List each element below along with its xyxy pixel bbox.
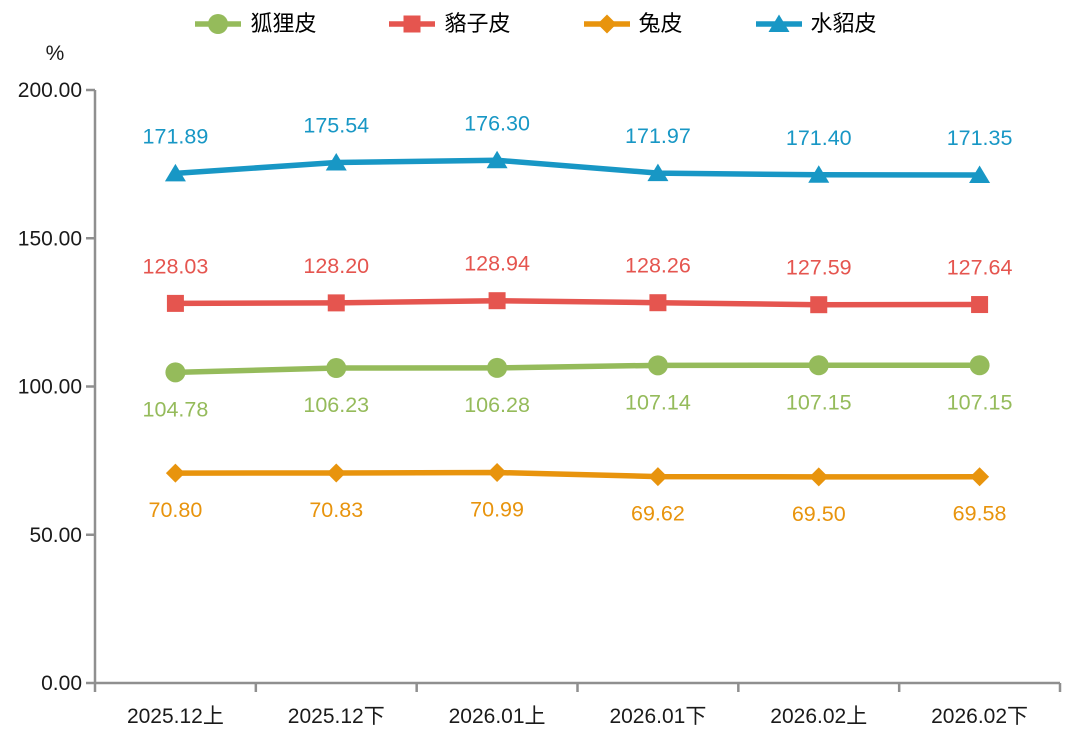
- data-label: 107.15: [786, 390, 852, 414]
- data-label: 175.54: [303, 114, 369, 138]
- data-point-marker: [165, 362, 186, 383]
- data-point-marker: [808, 165, 830, 183]
- data-point-marker: [810, 296, 828, 314]
- series-1: 128.03 128.20 128.94 128.26 127.59 127.64: [143, 252, 1013, 314]
- data-label: 70.83: [309, 498, 363, 522]
- legend-marker-shape: [208, 14, 229, 34]
- data-point-marker: [487, 357, 508, 378]
- data-point-marker: [326, 358, 347, 379]
- data-label: 70.80: [149, 498, 203, 522]
- legend-item-2[interactable]: 兔皮: [583, 12, 683, 36]
- legend-label: 狐狸皮: [250, 11, 317, 36]
- legend-marker-shape: [597, 14, 616, 34]
- data-label: 171.35: [947, 126, 1013, 150]
- y-tick-label: 0.00: [41, 672, 82, 695]
- y-tick-label: 150.00: [18, 227, 82, 250]
- data-point-marker: [648, 467, 668, 487]
- data-label: 106.23: [303, 393, 369, 417]
- legend-label: 兔皮: [638, 11, 683, 36]
- data-label: 69.62: [631, 502, 685, 526]
- data-label: 127.59: [786, 256, 852, 280]
- data-point-marker: [164, 163, 186, 182]
- triangle-legend-marker-icon: [755, 14, 802, 32]
- legend-marker-shape: [403, 15, 421, 33]
- chart-legend: 狐狸皮 貉子皮 兔皮 水貂皮: [0, 12, 1071, 36]
- data-point-marker: [649, 294, 667, 312]
- x-axis-label: 2026.02上: [770, 705, 867, 728]
- data-label: 171.89: [143, 124, 209, 148]
- data-point-marker: [488, 292, 506, 310]
- series-line-1: [175, 297, 980, 308]
- data-label: 128.03: [143, 254, 209, 278]
- series-line-2: [175, 469, 980, 480]
- x-axis-label: 2025.12下: [288, 705, 385, 728]
- circle-legend-marker-icon: [195, 14, 242, 34]
- data-label: 176.30: [464, 111, 530, 135]
- data-label: 171.97: [625, 124, 691, 148]
- data-label: 127.64: [947, 256, 1013, 280]
- series-line-0: [175, 362, 980, 376]
- series-2: 70.80 70.83 70.99 69.62 69.50 69.58: [149, 463, 1007, 526]
- data-label: 107.14: [625, 390, 691, 414]
- y-axis-unit-label: %: [46, 42, 65, 65]
- data-label: 171.40: [786, 126, 852, 150]
- data-point-marker: [969, 355, 990, 376]
- data-point-marker: [327, 294, 345, 312]
- data-label: 106.28: [464, 393, 530, 417]
- x-axis-label: 2026.02下: [931, 705, 1028, 728]
- y-tick-label: 200.00: [18, 79, 82, 102]
- data-point-marker: [486, 150, 508, 169]
- y-tick-label: 50.00: [29, 524, 82, 547]
- data-label: 128.20: [303, 254, 369, 278]
- data-point-marker: [325, 153, 347, 171]
- x-axis-label: 2025.12上: [127, 705, 224, 728]
- y-tick-label: 100.00: [18, 376, 82, 399]
- data-point-marker: [647, 163, 669, 182]
- data-point-marker: [326, 463, 346, 483]
- data-point-marker: [970, 467, 990, 487]
- data-label: 70.99: [470, 498, 524, 522]
- series-0: 104.78 106.23 106.28 107.14 107.15 107.15: [143, 355, 1013, 421]
- x-axis-label: 2026.01下: [609, 705, 706, 728]
- data-point-marker: [808, 355, 829, 376]
- legend-item-3[interactable]: 水貂皮: [755, 12, 877, 36]
- data-point-marker: [971, 296, 989, 314]
- series-line-3: [175, 157, 980, 178]
- data-label: 104.78: [143, 397, 209, 421]
- data-label: 107.15: [947, 390, 1013, 414]
- series-3: 171.89 175.54 176.30 171.97 171.40 171.35: [143, 111, 1013, 183]
- legend-item-0[interactable]: 狐狸皮: [194, 12, 316, 36]
- data-point-marker: [809, 467, 829, 487]
- x-axis-label: 2026.01上: [449, 705, 546, 728]
- data-label: 69.50: [792, 502, 846, 526]
- data-point-marker: [165, 463, 185, 483]
- legend-item-1[interactable]: 貉子皮: [388, 11, 511, 36]
- data-label: 128.26: [625, 254, 691, 278]
- diamond-legend-marker-icon: [583, 14, 630, 34]
- square-legend-marker-icon: [389, 15, 436, 33]
- legend-label: 水貂皮: [810, 11, 877, 36]
- legend-marker-shape: [768, 14, 790, 32]
- data-point-marker: [166, 294, 184, 312]
- data-label: 128.94: [464, 252, 530, 276]
- data-point-marker: [487, 463, 507, 483]
- legend-label: 貉子皮: [444, 11, 511, 36]
- data-point-marker: [647, 355, 668, 376]
- data-point-marker: [969, 165, 991, 183]
- data-label: 69.58: [953, 502, 1007, 526]
